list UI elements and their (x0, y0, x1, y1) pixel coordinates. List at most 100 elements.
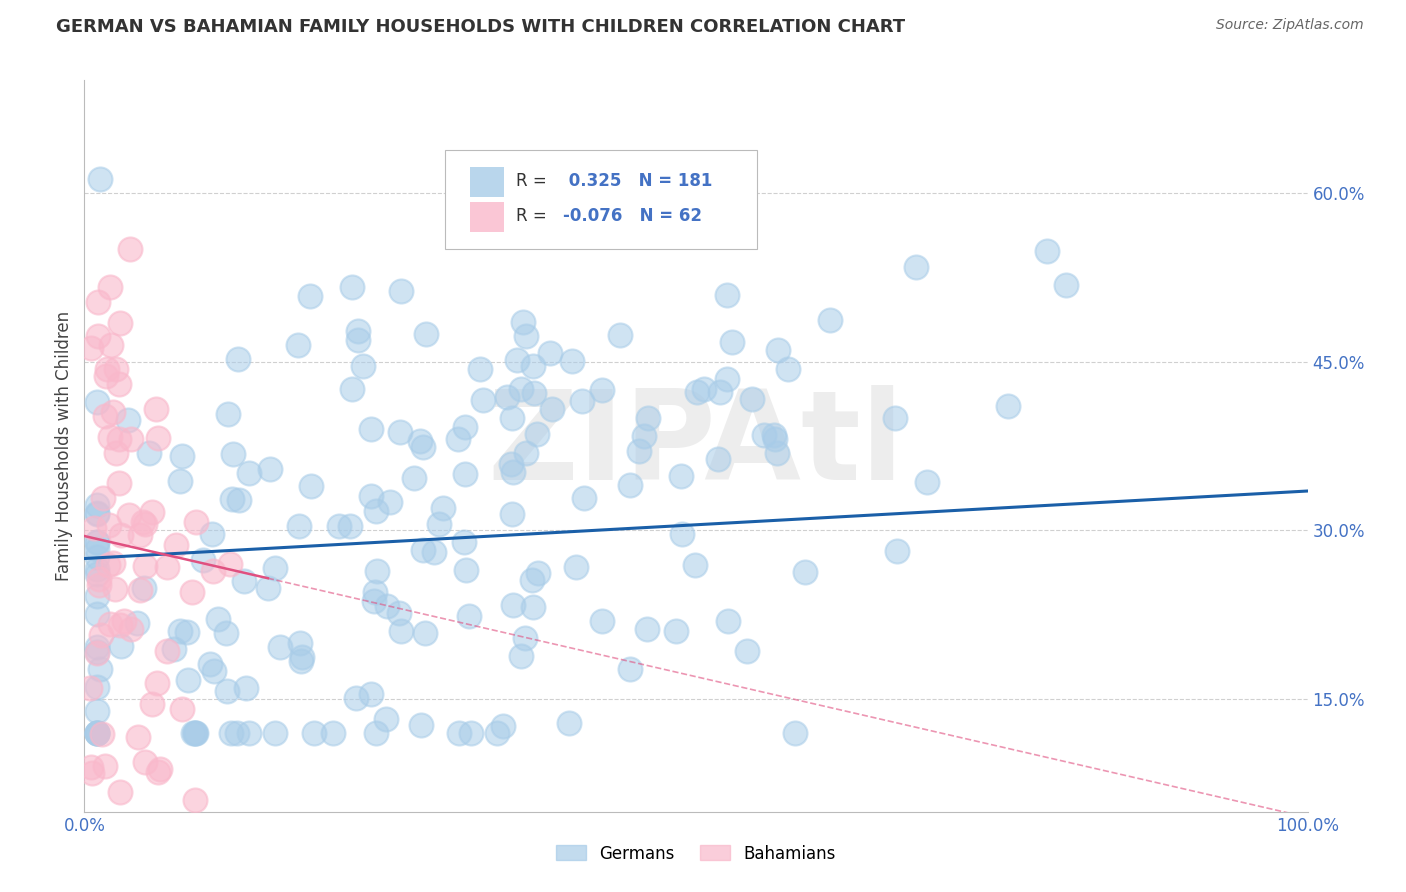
Point (460, 726, 482, 740)
Point (997, 399, 1019, 413)
Point (79, 681, 101, 695)
Point (256, 582, 278, 596)
Point (86, 680, 108, 694)
Point (523, 386, 546, 401)
Point (287, 338, 309, 352)
Point (470, 362, 492, 376)
Point (86, 542, 108, 557)
Point (505, 352, 527, 367)
Text: ZIPAtl: ZIPAtl (488, 385, 904, 507)
Point (120, 432, 142, 446)
Point (765, 446, 787, 460)
Point (360, 489, 382, 503)
Point (186, 516, 208, 530)
Point (565, 560, 588, 574)
Point (716, 287, 738, 301)
Point (103, 557, 125, 571)
Point (83, 521, 105, 535)
Point (591, 383, 613, 397)
Point (221, 491, 243, 506)
Point (120, 242, 142, 256)
Point (527, 566, 550, 581)
Point (360, 687, 382, 701)
Point (86, 645, 108, 659)
Point (87, 578, 110, 592)
Point (146, 765, 169, 780)
Point (108, 785, 131, 799)
Point (263, 561, 285, 575)
Point (219, 726, 242, 740)
Point (364, 584, 387, 599)
Point (302, 726, 325, 740)
Point (183, 726, 205, 740)
Point (89, 172, 111, 186)
Point (360, 422, 382, 436)
Point (347, 324, 370, 338)
Point (94, 369, 117, 384)
Point (364, 726, 387, 740)
Point (96, 361, 118, 376)
Point (501, 410, 523, 425)
Point (105, 445, 128, 459)
Point (232, 574, 254, 589)
Point (1036, 244, 1059, 258)
Point (163, 642, 186, 657)
Point (389, 425, 412, 440)
Point (415, 327, 437, 342)
Point (429, 517, 451, 532)
Point (522, 359, 544, 373)
Point (132, 516, 155, 530)
Point (108, 432, 131, 446)
Point (413, 625, 436, 640)
Point (785, 726, 807, 740)
Point (693, 382, 716, 396)
Point (603, 195, 626, 210)
Point (515, 446, 537, 460)
Point (238, 726, 260, 740)
Point (125, 615, 148, 630)
Point (108, 377, 131, 392)
Text: R =: R = (516, 172, 553, 190)
Point (118, 508, 141, 523)
Text: 0.325   N = 181: 0.325 N = 181 (562, 172, 711, 190)
Point (98, 280, 121, 294)
Point (184, 726, 207, 740)
Point (201, 527, 224, 541)
Point (86, 726, 108, 740)
Point (409, 434, 432, 448)
Point (340, 280, 363, 294)
Point (346, 333, 368, 347)
Text: Source: ZipAtlas.com: Source: ZipAtlas.com (1216, 18, 1364, 32)
Point (110, 528, 132, 542)
Point (200, 657, 222, 671)
Point (91, 726, 114, 740)
Point (471, 392, 494, 407)
Point (120, 622, 142, 636)
Point (193, 553, 215, 567)
Point (98, 518, 121, 533)
Point (299, 479, 322, 493)
Point (134, 582, 156, 596)
Point (499, 457, 522, 471)
Point (886, 543, 908, 558)
Point (183, 793, 205, 807)
Point (110, 639, 132, 653)
Point (87, 572, 110, 586)
Point (134, 558, 156, 573)
Point (515, 631, 537, 645)
Point (86, 534, 108, 549)
Point (541, 401, 564, 416)
Point (509, 382, 531, 396)
Point (685, 558, 707, 572)
Point (86, 646, 108, 660)
Point (177, 673, 200, 687)
Point (447, 432, 470, 446)
Point (202, 664, 225, 678)
Point (89, 662, 111, 676)
Point (94, 758, 117, 772)
Point (235, 681, 257, 695)
Point (259, 462, 281, 476)
Point (169, 624, 191, 639)
Point (149, 763, 172, 777)
Point (110, 317, 132, 331)
